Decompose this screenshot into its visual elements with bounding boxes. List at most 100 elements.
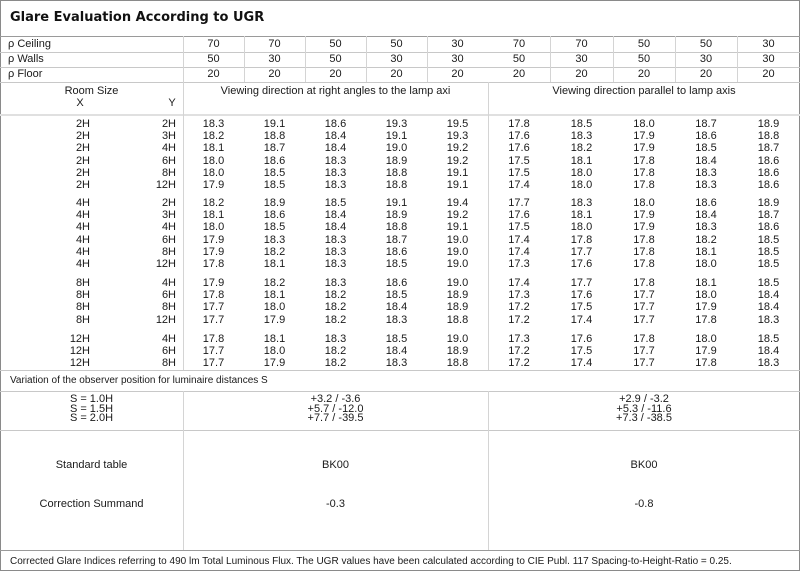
ugr-value: 18.0 xyxy=(202,166,225,179)
ugr-value: 18.2 xyxy=(324,301,347,314)
ugr-value: 18.3 xyxy=(324,257,347,270)
ugr-value: 17.5 xyxy=(508,221,530,234)
variation-value: +2.9 / -3.2 xyxy=(619,393,669,405)
room-x: 2H xyxy=(75,154,90,167)
ugr-value: 18.2 xyxy=(263,245,286,258)
ugr-value: 17.9 xyxy=(202,178,225,191)
ugr-value: 18.6 xyxy=(263,154,286,167)
ugr-value: 18.0 xyxy=(695,289,717,302)
ugr-value: 17.4 xyxy=(508,178,530,191)
variation-value: +5.3 / -11.6 xyxy=(616,402,672,415)
room-x: 12H xyxy=(69,345,90,358)
ugr-value: 17.7 xyxy=(633,289,655,302)
ugr-value: 19.0 xyxy=(446,245,469,258)
room-x: 2H xyxy=(75,118,90,130)
ugr-value: 18.9 xyxy=(446,289,469,302)
room-x: 12H xyxy=(69,333,90,345)
room-y: 12H xyxy=(155,313,176,326)
ugr-value: 17.7 xyxy=(633,301,655,314)
ugr-value: 17.6 xyxy=(570,289,593,302)
ugr-value: 18.0 xyxy=(263,345,286,358)
room-y: 8H xyxy=(161,301,176,314)
reflectance-value: 70 xyxy=(575,38,588,50)
footer-note: Corrected Glare Indices referring to 490… xyxy=(10,556,732,567)
room-x: 4H xyxy=(75,245,90,258)
divider xyxy=(0,550,800,551)
table-row: 2H 4H 18.1 18.7 18.4 19.0 19.2 17.6 18.2 17.9 18.5… xyxy=(0,142,800,154)
room-y: 4H xyxy=(161,221,176,234)
ugr-value: 19.1 xyxy=(385,130,408,143)
ugr-value: 18.0 xyxy=(695,257,717,270)
ugr-value: 17.9 xyxy=(202,233,225,246)
reflectance-value: 70 xyxy=(207,38,220,50)
variation-label: Variation of the observer position for l… xyxy=(10,375,268,386)
ugr-value: 17.8 xyxy=(202,257,225,270)
divider xyxy=(0,391,800,392)
ugr-value: 18.3 xyxy=(695,221,717,234)
reflectance-value: 50 xyxy=(390,38,403,50)
ugr-value: 18.1 xyxy=(202,142,225,155)
ugr-value: 18.9 xyxy=(385,209,408,222)
ugr-value: 18.3 xyxy=(695,166,717,179)
ugr-value: 17.8 xyxy=(633,257,655,270)
divider xyxy=(0,67,800,68)
ugr-value: 18.5 xyxy=(757,257,780,270)
ugr-value: 18.2 xyxy=(695,233,717,246)
table-row: 8H 12H 17.7 17.9 18.2 18.3 18.8 17.2 17.4 17.7 17.… xyxy=(0,314,800,326)
ugr-value: 18.1 xyxy=(263,333,286,345)
ugr-value: 18.2 xyxy=(324,289,347,302)
room-size-group: 2H 2H 18.3 19.1 18.6 19.3 19.5 17.8 18.5 18.0 18.7… xyxy=(0,118,800,191)
ugr-value: 19.1 xyxy=(385,197,408,209)
ugr-value: 18.9 xyxy=(385,154,408,167)
room-x: 8H xyxy=(75,313,90,326)
room-y: 3H xyxy=(161,209,176,222)
spacing-list: S = 1.0H S = 1.5H S = 2.0H xyxy=(0,394,183,424)
ugr-value: 19.2 xyxy=(446,209,469,222)
ugr-value: 18.6 xyxy=(695,197,717,209)
column-divider xyxy=(488,82,489,370)
reflectance-value: 20 xyxy=(637,68,651,80)
ugr-value: 18.0 xyxy=(570,178,593,191)
ugr-value: 18.5 xyxy=(385,257,408,270)
ugr-value: 18.4 xyxy=(324,130,347,143)
ugr-value: 17.6 xyxy=(508,209,530,222)
ugr-value: 17.2 xyxy=(508,313,530,326)
divider xyxy=(0,36,800,37)
column-divider xyxy=(613,36,614,82)
column-divider xyxy=(183,391,184,550)
ugr-value: 18.9 xyxy=(757,197,780,209)
room-x: 4H xyxy=(75,197,90,209)
reflectance-value: 30 xyxy=(451,53,464,65)
room-y: 12H xyxy=(155,257,176,270)
ugr-value: 18.0 xyxy=(633,118,655,130)
page-title: Glare Evaluation According to UGR xyxy=(10,10,265,25)
room-x: 12H xyxy=(69,357,90,370)
standard-table-parallel: BK00 xyxy=(630,459,658,471)
ugr-value: 18.6 xyxy=(263,209,286,222)
ugr-value: 17.5 xyxy=(570,301,593,314)
ugr-value: 17.5 xyxy=(570,345,593,358)
room-x: 2H xyxy=(75,178,90,191)
ugr-value: 18.6 xyxy=(757,178,780,191)
ugr-value: 17.7 xyxy=(202,357,225,370)
ugr-value: 17.2 xyxy=(508,345,530,358)
ugr-value: 18.8 xyxy=(385,166,408,179)
room-size-group: 12H 4H 17.8 18.1 18.3 18.5 19.0 17.3 17.6 17.8 18.… xyxy=(0,333,800,370)
ugr-value: 19.1 xyxy=(446,221,469,234)
ugr-value: 17.4 xyxy=(508,233,530,246)
ugr-value: 19.1 xyxy=(263,118,286,130)
ugr-value: 18.5 xyxy=(757,233,780,246)
table-row: 4H 3H 18.1 18.6 18.4 18.9 19.2 17.6 18.1 17.9 18.4… xyxy=(0,209,800,221)
ugr-value: 17.8 xyxy=(202,333,225,345)
ugr-value: 18.3 xyxy=(385,357,408,370)
ugr-value: 19.1 xyxy=(446,178,469,191)
ugr-value: 19.0 xyxy=(446,257,469,270)
ugr-value: 18.6 xyxy=(324,118,347,130)
ugr-value: 18.8 xyxy=(757,130,780,143)
ugr-value: 17.3 xyxy=(508,257,530,270)
ugr-value: 17.2 xyxy=(508,357,530,370)
reflectance-label: ρ Floor xyxy=(8,68,43,80)
ugr-value: 19.1 xyxy=(446,166,469,179)
room-x: 4H xyxy=(75,221,90,234)
reflectance-label: ρ Ceiling xyxy=(8,38,51,50)
